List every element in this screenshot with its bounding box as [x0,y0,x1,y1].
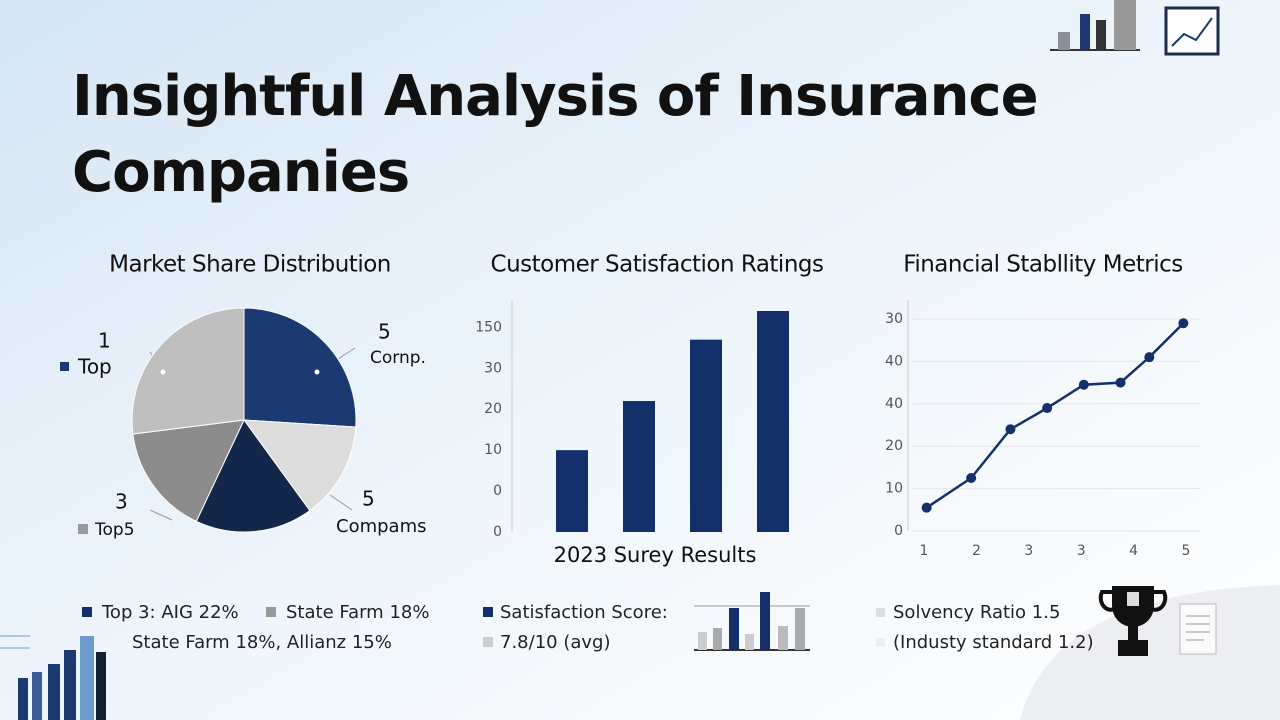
point [1115,377,1126,388]
trophy-icon [1098,586,1168,656]
x-tick-label: 5 [1182,543,1191,559]
x-tick-label: 3 [1077,543,1086,559]
y-tick-label: 40 [885,353,903,369]
point [966,473,977,483]
line [925,322,1185,509]
legend-marker [876,608,885,617]
pie-slice [195,419,311,533]
note: (Industy standard 1.2) [893,632,1094,653]
title: Companies [72,140,409,205]
document-icon [1179,603,1217,655]
bar [690,339,722,532]
pie-dot [160,369,166,375]
y-tick-label: 40 [885,396,903,412]
chart-title: Customer Satisfaction Ratings [491,252,824,278]
y-tick-label: 0 [493,524,502,540]
x-tick-label: 4 [1129,543,1138,559]
note: State Farm 18%, Allianz 15% [132,632,392,653]
y-tick-label: 0 [894,523,903,539]
bar [757,311,789,532]
y-tick-label: 30 [885,311,903,327]
pie-slice [132,419,245,523]
pie-slice [131,307,245,435]
bar [623,401,655,532]
legend-marker [266,607,276,617]
note: State Farm 18% [286,602,429,623]
bars-icon [0,635,106,720]
legend-marker [483,637,493,647]
point [921,502,932,513]
leader-line [149,509,173,521]
point [1005,424,1016,435]
point [1178,318,1189,329]
y-tick-label: 20 [484,401,502,417]
pie-annotation: Cornp. [370,348,426,368]
pie-annotation: 5 [362,487,375,511]
note: Satisfaction Score: [500,602,668,623]
x-tick-label: 1 [920,543,929,559]
y-tick-label: 10 [885,481,903,497]
legend-marker [60,362,69,371]
pie-annotation: 5 [378,320,391,344]
note: 7.8/10 (avg) [500,632,610,653]
note: Top 3: AIG 22% [101,602,239,623]
y-tick-label: 20 [885,438,903,454]
x-axis-label: 2023 Surey Results [554,543,757,567]
x-tick-label: 3 [1024,543,1033,559]
x-tick-label: 2 [972,543,981,559]
legend-marker [876,638,885,647]
legend-marker [82,607,92,617]
title: Insightful Analysis of Insurance [72,64,1038,129]
y-tick-label: 30 [484,360,502,376]
pie-annotation: Compams [336,516,426,537]
chart-title: Financial Stabllity Metrics [903,252,1182,278]
point [1078,379,1089,390]
legend-marker [78,524,88,534]
pie-annotation: 3 [115,490,128,514]
legend-marker [483,607,493,617]
leader-line [329,494,353,511]
pie-slice [243,307,357,428]
pie-annotation: 1 [98,329,111,353]
pie-slice [242,419,357,512]
y-tick-label: 10 [484,442,502,458]
pie-dot [314,369,320,375]
y-tick-label: 150 [475,319,502,335]
pie-annotation: Top [77,355,112,379]
point [1144,352,1155,363]
y-tick-label: 0 [493,483,502,499]
bar-icon [1050,0,1140,51]
chart-icon [1164,6,1220,56]
pie-annotation: Top5 [94,520,135,540]
bar [556,450,588,532]
chart-title: Market Share Distribution [109,252,391,278]
note: Solvency Ratio 1.5 [893,602,1060,623]
mini-bars [694,592,810,651]
point [1042,403,1053,414]
